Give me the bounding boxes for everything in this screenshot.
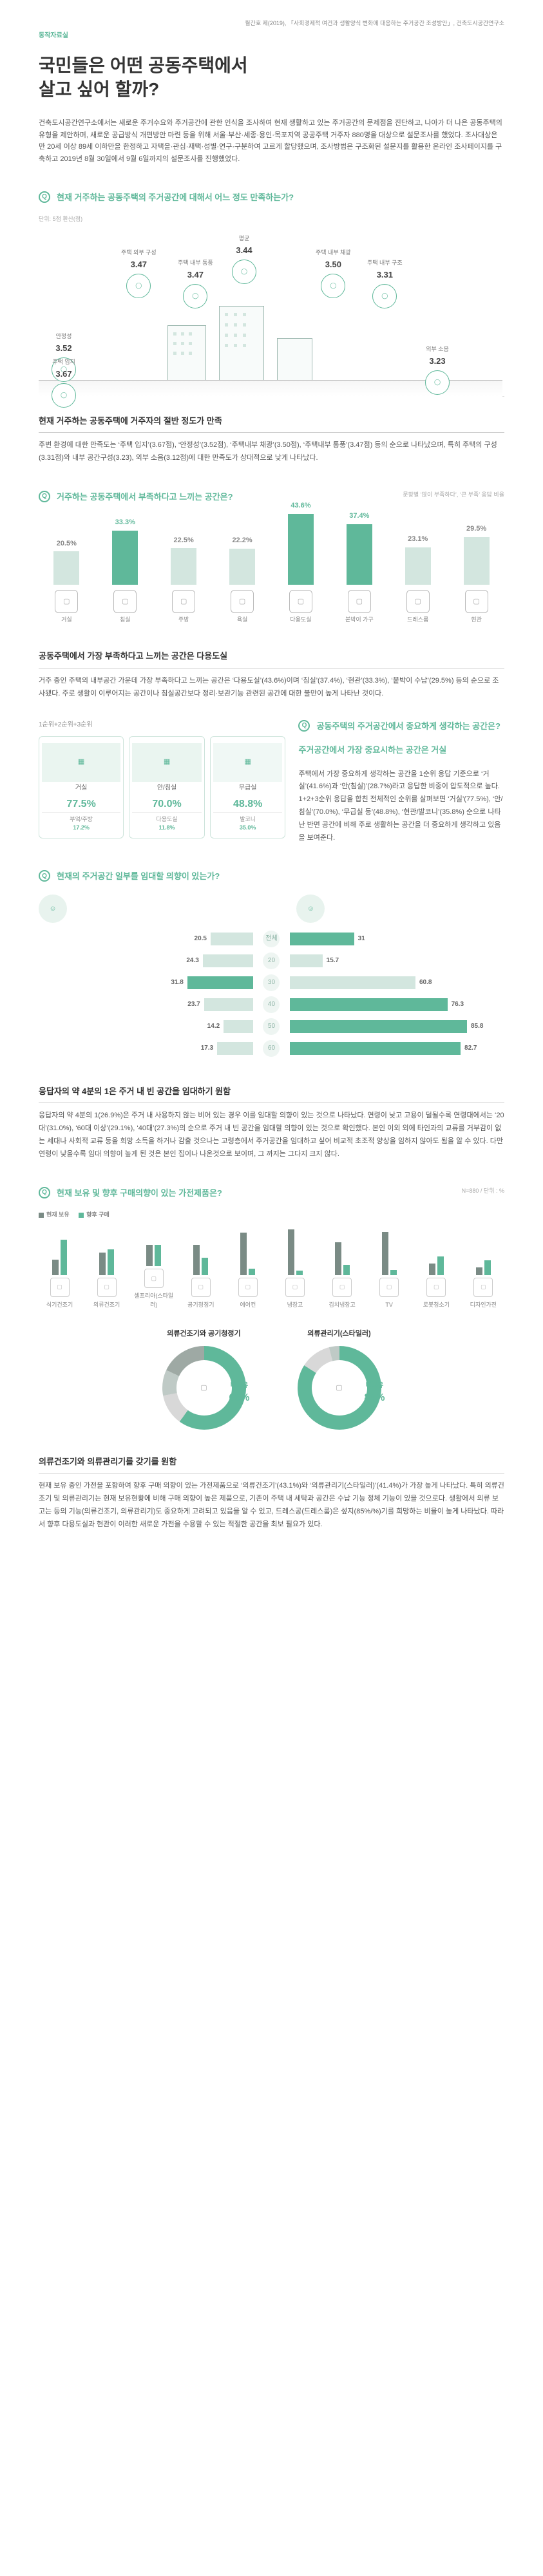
rank-card: ▦ 무급실48.8% 발코니35.0% [210,736,286,838]
satisfaction-item: 외부 소음3.23◯ [425,345,450,395]
intro-text: 건축도시공간연구소에서는 새로운 주거수요와 주거공간에 관한 인식을 조사하여… [39,117,504,166]
bar-item: 37.4% ▢붙박이 가구 [331,511,387,624]
hbar-row: 20.5 전체 31 [39,928,504,950]
lack-space-chart: 20.5% ▢거실33.3% ▢침실22.5% ▢주방22.2% ▢욕실43.6… [39,515,504,624]
s4-body-title: 응답자의 약 4분의 1은 주거 내 빈 공간을 임대하기 원함 [39,1085,504,1104]
hbar-row: 14.2 50 85.8 [39,1016,504,1037]
satisfaction-diagram: 평균3.44◯ 주택 외부 구성3.47◯ 주택 내부 채광3.50◯ 주택 내부 통… [39,229,504,397]
section5-question: 현재 보유 및 향후 구매의향이 있는 가전제품은? [57,1187,222,1200]
satisfaction-item: 평균3.44◯ [232,234,256,284]
s5-body-title: 의류건조기와 의류관리기를 갖기를 원함 [39,1455,504,1474]
s3-body-title: 주거공간에서 가장 중요시하는 공간은 거실 [298,744,504,762]
appliance-col: ▢의류건조기 [86,1224,128,1310]
appliance-col: ▢김치냉장고 [321,1224,363,1310]
face-icon: ☺ [296,895,325,923]
satisfaction-item: 주택 외부 구성3.47◯ [121,249,157,298]
pie-charts: 의류건조기와 공기청정기 ▢ 미보유60% 의류관리기(스타일러) ▢ 미보유8… [39,1329,504,1430]
appliance-col: ▢로봇청소기 [415,1224,457,1310]
s2-body-title: 공동주택에서 가장 부족하다고 느끼는 공간은 다용도실 [39,650,504,668]
rank-card: ▦ 안/침실70.0% 다용도실11.8% [129,736,205,838]
important-space-cards: ▦ 거실77.5% 부엌/주방17.2%▦ 안/침실70.0% 다용도실11.8… [39,736,285,838]
appliance-col: ▢셀프리아(스타일러) [133,1215,175,1309]
hbar-row: 23.7 40 76.3 [39,994,504,1016]
section1-question: 현재 거주하는 공동주택의 주거공간에 대해서 어느 정도 만족하는가? [57,191,294,204]
bar-item: 22.2% ▢욕실 [214,535,271,624]
section2-question: 거주하는 공동주택에서 부족하다고 느끼는 공간은? [57,491,233,504]
section-badge: Q [39,870,50,882]
pie: 의류관리기(스타일러) ▢ 미보유84% [298,1329,381,1430]
unit-label: 단위: 5점 환산(점) [39,215,504,224]
face-icon: ☺ [39,895,67,923]
appliance-col: ▢TV [368,1224,410,1310]
s1-body-title: 현재 거주하는 공동주택에 거주자의 절반 정도가 만족 [39,415,504,433]
satisfaction-item: 주택 입지3.67◯ [52,358,76,408]
satisfaction-item: 주택 내부 채광3.50◯ [316,249,351,298]
s2-caption: 문항별 ‘많이 부족하다’, ‘큰 부족’ 응답 비율 [403,491,504,500]
section3-question: 공동주택의 주거공간에서 중요하게 생각하는 공간은? [316,720,500,733]
section-badge: Q [39,491,50,502]
bar-item: 20.5% ▢거실 [39,538,95,625]
hbar-row: 17.3 60 82.7 [39,1037,504,1059]
page-title: 국민들은 어떤 공동주택에서 살고 싶어 할까? [39,53,504,102]
appliance-col: ▢공기청정기 [180,1224,222,1310]
s1-body-text: 주변 환경에 대한 만족도는 ‘주택 입지’(3.67점), ‘안정성’(3.5… [39,439,504,465]
rent-intent-chart: 20.5 전체 31 24.3 20 15.7 31.8 30 60.8 23.… [39,928,504,1059]
s5-caption: N=880 / 단위 : % [462,1187,504,1196]
appliance-chart: ▢식기건조기 ▢의류건조기 ▢셀프리아(스타일러) ▢공기청정기 ▢에어컨 ▢냉… [39,1226,504,1309]
bar-item: 29.5% ▢현관 [448,524,504,624]
section-tag: 동작자료실 [39,31,504,41]
satisfaction-item: 주택 내부 구조3.31◯ [367,259,403,308]
bar-item: 43.6% ▢다용도실 [273,500,329,624]
bar-item: 23.1% ▢드레스룸 [390,534,446,624]
section-badge: Q [298,720,310,732]
section4-question: 현재의 주거공간 일부를 임대할 의향이 있는가? [57,870,220,883]
s4-body-text: 응답자의 약 4분의 1(26.9%)은 주거 내 사용하지 않는 비어 있는 … [39,1110,504,1160]
satisfaction-item: 주택 내부 통풍3.47◯ [178,259,213,308]
s2-body-text: 거주 중인 주택의 내부공간 가운데 가장 부족하다고 느끼는 공간은 ‘다용도… [39,675,504,701]
rank-card: ▦ 거실77.5% 부엌/주방17.2% [39,736,124,838]
s3-body-text: 주택에서 가장 중요하게 생각하는 공간을 1순위 응답 기준으로 ‘거실’(4… [298,768,504,845]
bar-item: 22.5% ▢주방 [156,535,212,625]
hbar-row: 31.8 30 60.8 [39,972,504,994]
bar-item: 33.3% ▢침실 [97,517,153,624]
appliance-col: ▢디자인가전 [462,1224,504,1310]
legend: 현재 보유 향후 구매 [39,1211,504,1220]
publisher-line: 월간호 제(2019), 「사회경제적 여건과 생활양식 변화에 대응하는 주거… [39,19,504,28]
appliance-col: ▢식기건조기 [39,1224,81,1310]
appliance-col: ▢에어컨 [227,1224,269,1310]
section-badge: Q [39,1187,50,1198]
pie: 의류건조기와 공기청정기 ▢ 미보유60% [162,1329,246,1430]
appliance-col: ▢냉장고 [274,1224,316,1310]
rank-note: 1순위+2순위+3순위 [39,720,285,730]
section-badge: Q [39,191,50,203]
s5-body-text: 현재 보유 중인 가전을 포함하여 향후 구매 의향이 있는 가전제품으로 ‘의… [39,1480,504,1531]
hbar-row: 24.3 20 15.7 [39,950,504,972]
